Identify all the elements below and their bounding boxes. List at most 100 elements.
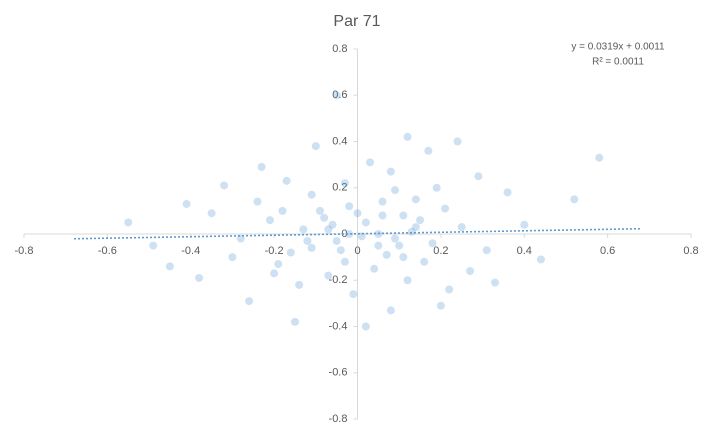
scatter-point [270,269,279,278]
x-tick-label: 0.4 [517,245,532,257]
scatter-point [366,158,375,167]
scatter-point [257,162,266,171]
scatter-point [432,183,441,192]
trend-r-squared: R² = 0.0011 [592,57,644,68]
scatter-point [149,241,158,250]
scatter-point [320,213,329,222]
scatter-point [391,234,400,243]
scatter-point [503,188,512,197]
scatter-point [520,220,529,229]
x-tick-label: -0.4 [181,245,200,257]
y-tick-label: -0.6 [329,367,348,379]
scatter-point [482,246,491,255]
x-tick-label: 0 [354,245,360,257]
scatter-point [345,202,354,211]
scatter-point [570,195,579,204]
scatter-point [370,264,379,273]
x-tick-label: -0.8 [15,245,34,257]
scatter-point [324,225,333,234]
scatter-point [253,197,262,206]
y-tick-label: 0.8 [332,43,347,55]
scatter-point [245,297,254,306]
scatter-point [299,225,308,234]
scatter-point [195,273,204,282]
scatter-point [436,301,445,310]
scatter-point [445,285,454,294]
scatter-point [361,218,370,227]
y-tick-label: 0.6 [332,89,347,101]
scatter-point [345,230,354,238]
scatter-point [474,172,483,181]
scatter-point [424,146,433,155]
trend-equation: y = 0.0319x + 0.0011 [571,42,665,53]
scatter-point [307,243,316,252]
scatter-point [265,216,274,225]
y-tick-label: -0.2 [329,274,348,286]
scatter-point [391,186,400,195]
scatter-point [307,190,316,199]
scatter-point [303,236,312,245]
y-tick-label: 0 [341,228,347,240]
scatter-point [228,253,237,262]
scatter-point [428,239,437,248]
scatter-point [286,248,295,257]
x-tick-label: 0.8 [683,245,698,257]
scatter-point [336,246,345,255]
scatter-point [328,220,337,229]
scatter-point [374,241,383,250]
scatter-point [420,257,429,266]
x-tick-label: -0.6 [98,245,117,257]
scatter-point [332,236,341,245]
scatter-point [165,262,174,271]
scatter-point [536,255,545,264]
scatter-point [353,209,362,218]
scatter-point [466,267,475,275]
scatter-point [491,278,500,287]
scatter-point [395,241,404,250]
scatter-point [290,317,299,326]
x-tick-label: 0.2 [433,245,448,257]
x-tick-label: -0.2 [265,245,284,257]
scatter-point [324,271,333,280]
scatter-point [182,199,191,208]
scatter-point [382,250,391,259]
scatter-point [340,179,349,188]
scatter-point [315,206,324,215]
scatter-point [411,195,420,204]
scatter-point [282,176,291,185]
scatter-point [349,290,358,299]
scatter-point [407,227,416,236]
scatter-point [220,181,229,190]
y-tick-label: 0.2 [332,182,347,194]
scatter-point [453,137,462,146]
x-tick-label: 0.6 [600,245,615,257]
y-tick-label: 0.4 [332,135,347,147]
scatter-point [441,204,450,213]
chart-title: Par 71 [333,13,380,30]
scatter-point [378,211,387,220]
scatter-point [295,280,304,289]
scatter-point [332,91,341,100]
trendline [74,227,641,240]
y-tick-label: -0.8 [329,413,348,425]
scatter-point [311,142,320,151]
scatter-point [278,206,287,215]
scatter-point [399,253,408,262]
scatter-point [403,276,412,285]
scatter-point [274,260,283,269]
scatter-point [207,209,216,218]
scatter-point [386,167,395,176]
scatter-point [399,211,408,220]
scatter-point [124,218,133,227]
scatter-point [403,132,412,141]
scatter-point [386,306,395,315]
scatter-point [340,257,349,266]
scatter-point [416,216,425,225]
y-tick-label: -0.4 [329,320,348,332]
scatter-point [378,197,387,206]
scatter-point [361,322,370,331]
scatter-point [595,153,604,162]
scatter-point [411,223,420,232]
scatter-point [457,223,466,232]
